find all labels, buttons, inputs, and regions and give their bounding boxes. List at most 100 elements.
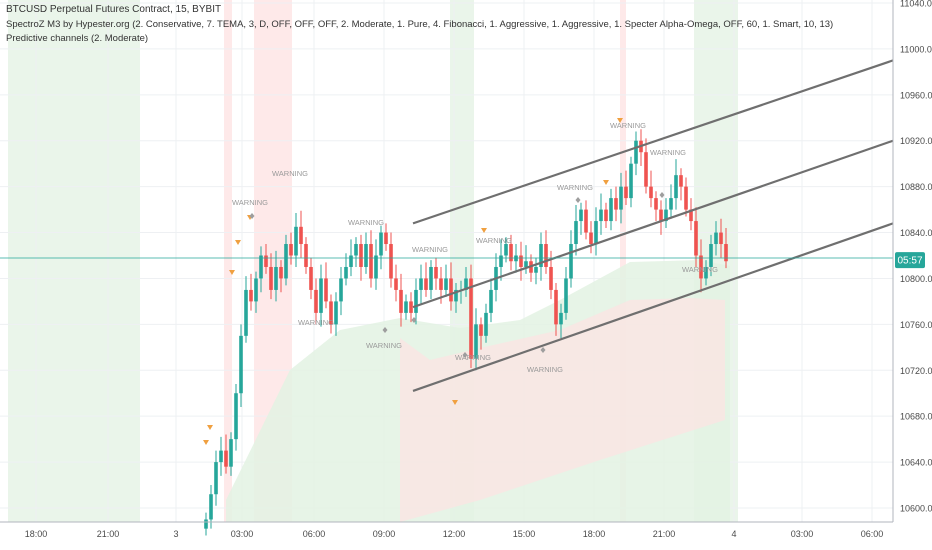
candle-body xyxy=(239,335,243,394)
candle-body xyxy=(499,255,503,267)
last-price-tag-label: 05:57 xyxy=(897,256,922,267)
candle xyxy=(599,193,603,235)
predictive-cloud xyxy=(226,260,730,522)
price-tick-label: 11040.00 xyxy=(900,0,932,9)
candle-body xyxy=(254,278,258,302)
candle xyxy=(609,188,613,231)
signal-diamond xyxy=(540,347,546,353)
candle xyxy=(624,170,628,205)
candle-body xyxy=(234,393,238,440)
candle-body xyxy=(539,244,543,267)
warning-label: WARNING xyxy=(272,169,308,178)
price-tick-label: 10880.00 xyxy=(900,182,932,192)
candle-body xyxy=(209,494,213,520)
candle-body xyxy=(524,261,528,267)
time-tick-label: 12:00 xyxy=(443,529,466,539)
candle-body xyxy=(349,255,353,267)
price-axis[interactable] xyxy=(893,0,932,550)
candle-body xyxy=(419,278,423,290)
candle-body xyxy=(654,198,658,210)
candle-body xyxy=(364,244,368,267)
candle xyxy=(399,273,403,327)
candle xyxy=(394,264,398,302)
candle-body xyxy=(304,244,308,267)
predictive-channel-lines xyxy=(412,59,894,392)
candle xyxy=(259,246,263,293)
candle-body xyxy=(324,278,328,302)
candle-body xyxy=(414,289,418,313)
candle-body xyxy=(474,324,478,359)
candle-body xyxy=(634,140,638,164)
price-tick-label: 10800.00 xyxy=(900,274,932,284)
candle-body xyxy=(579,209,583,222)
candle-body xyxy=(464,278,468,290)
candle xyxy=(234,384,238,451)
candle-body xyxy=(389,244,393,279)
candle-body xyxy=(384,232,388,245)
price-tick-label: 10920.00 xyxy=(900,136,932,146)
warning-label: WARNING xyxy=(610,121,646,130)
time-tick-label: 15:00 xyxy=(513,529,536,539)
warning-label: WARNING xyxy=(527,365,563,374)
candle xyxy=(444,264,448,297)
candle xyxy=(384,223,388,251)
candle-body xyxy=(504,244,508,256)
candle xyxy=(669,184,673,219)
candle-body xyxy=(229,439,233,467)
candle xyxy=(529,254,533,282)
candle xyxy=(679,168,683,201)
candle xyxy=(409,292,413,323)
last-price-tag: 05:57 xyxy=(895,252,925,269)
channel-line-lower xyxy=(412,222,894,392)
candle xyxy=(664,198,668,228)
signal-triangle xyxy=(235,240,241,245)
signal-triangle xyxy=(229,270,235,275)
warning-label: WARNING xyxy=(232,198,268,207)
candle xyxy=(329,294,333,334)
candle-body xyxy=(394,278,398,290)
candle xyxy=(709,234,713,277)
channel-line-upper xyxy=(412,59,894,225)
time-tick-label: 03:00 xyxy=(231,529,254,539)
candle xyxy=(579,202,583,235)
candle-body xyxy=(664,209,668,222)
candle-body xyxy=(684,186,688,210)
candle xyxy=(274,250,278,302)
candle xyxy=(339,266,343,316)
candle xyxy=(509,234,513,271)
candle-body xyxy=(554,289,558,325)
candle-body xyxy=(609,198,613,222)
candle-body xyxy=(659,209,663,222)
candle xyxy=(724,227,728,269)
candle-body xyxy=(689,209,693,222)
candle-body xyxy=(309,266,313,290)
candle-body xyxy=(564,278,568,313)
candle-body xyxy=(574,221,578,245)
time-tick-label: 09:00 xyxy=(373,529,396,539)
candle xyxy=(499,239,503,281)
signal-diamond xyxy=(382,327,388,333)
candle xyxy=(654,191,658,222)
candle xyxy=(269,253,273,300)
candle-body xyxy=(299,226,303,245)
candle-body xyxy=(454,289,458,302)
candle-body xyxy=(319,278,323,313)
zone-band xyxy=(8,0,140,522)
time-tick-label: 06:00 xyxy=(303,529,326,539)
candle xyxy=(659,200,663,235)
signal-triangle xyxy=(617,118,623,123)
warning-label: WARNING xyxy=(557,183,593,192)
time-tick-label: 21:00 xyxy=(653,529,676,539)
price-tick-label: 10760.00 xyxy=(900,320,932,330)
time-tick-label: 18:00 xyxy=(25,529,48,539)
price-tick-label: 10960.00 xyxy=(900,90,932,100)
candle-body xyxy=(614,198,618,210)
candle-body xyxy=(314,289,318,313)
candle xyxy=(264,244,268,274)
candle-body xyxy=(294,226,298,256)
candle xyxy=(699,239,703,293)
candle-body xyxy=(619,186,623,210)
candle xyxy=(219,436,223,476)
candle-body xyxy=(259,255,263,279)
